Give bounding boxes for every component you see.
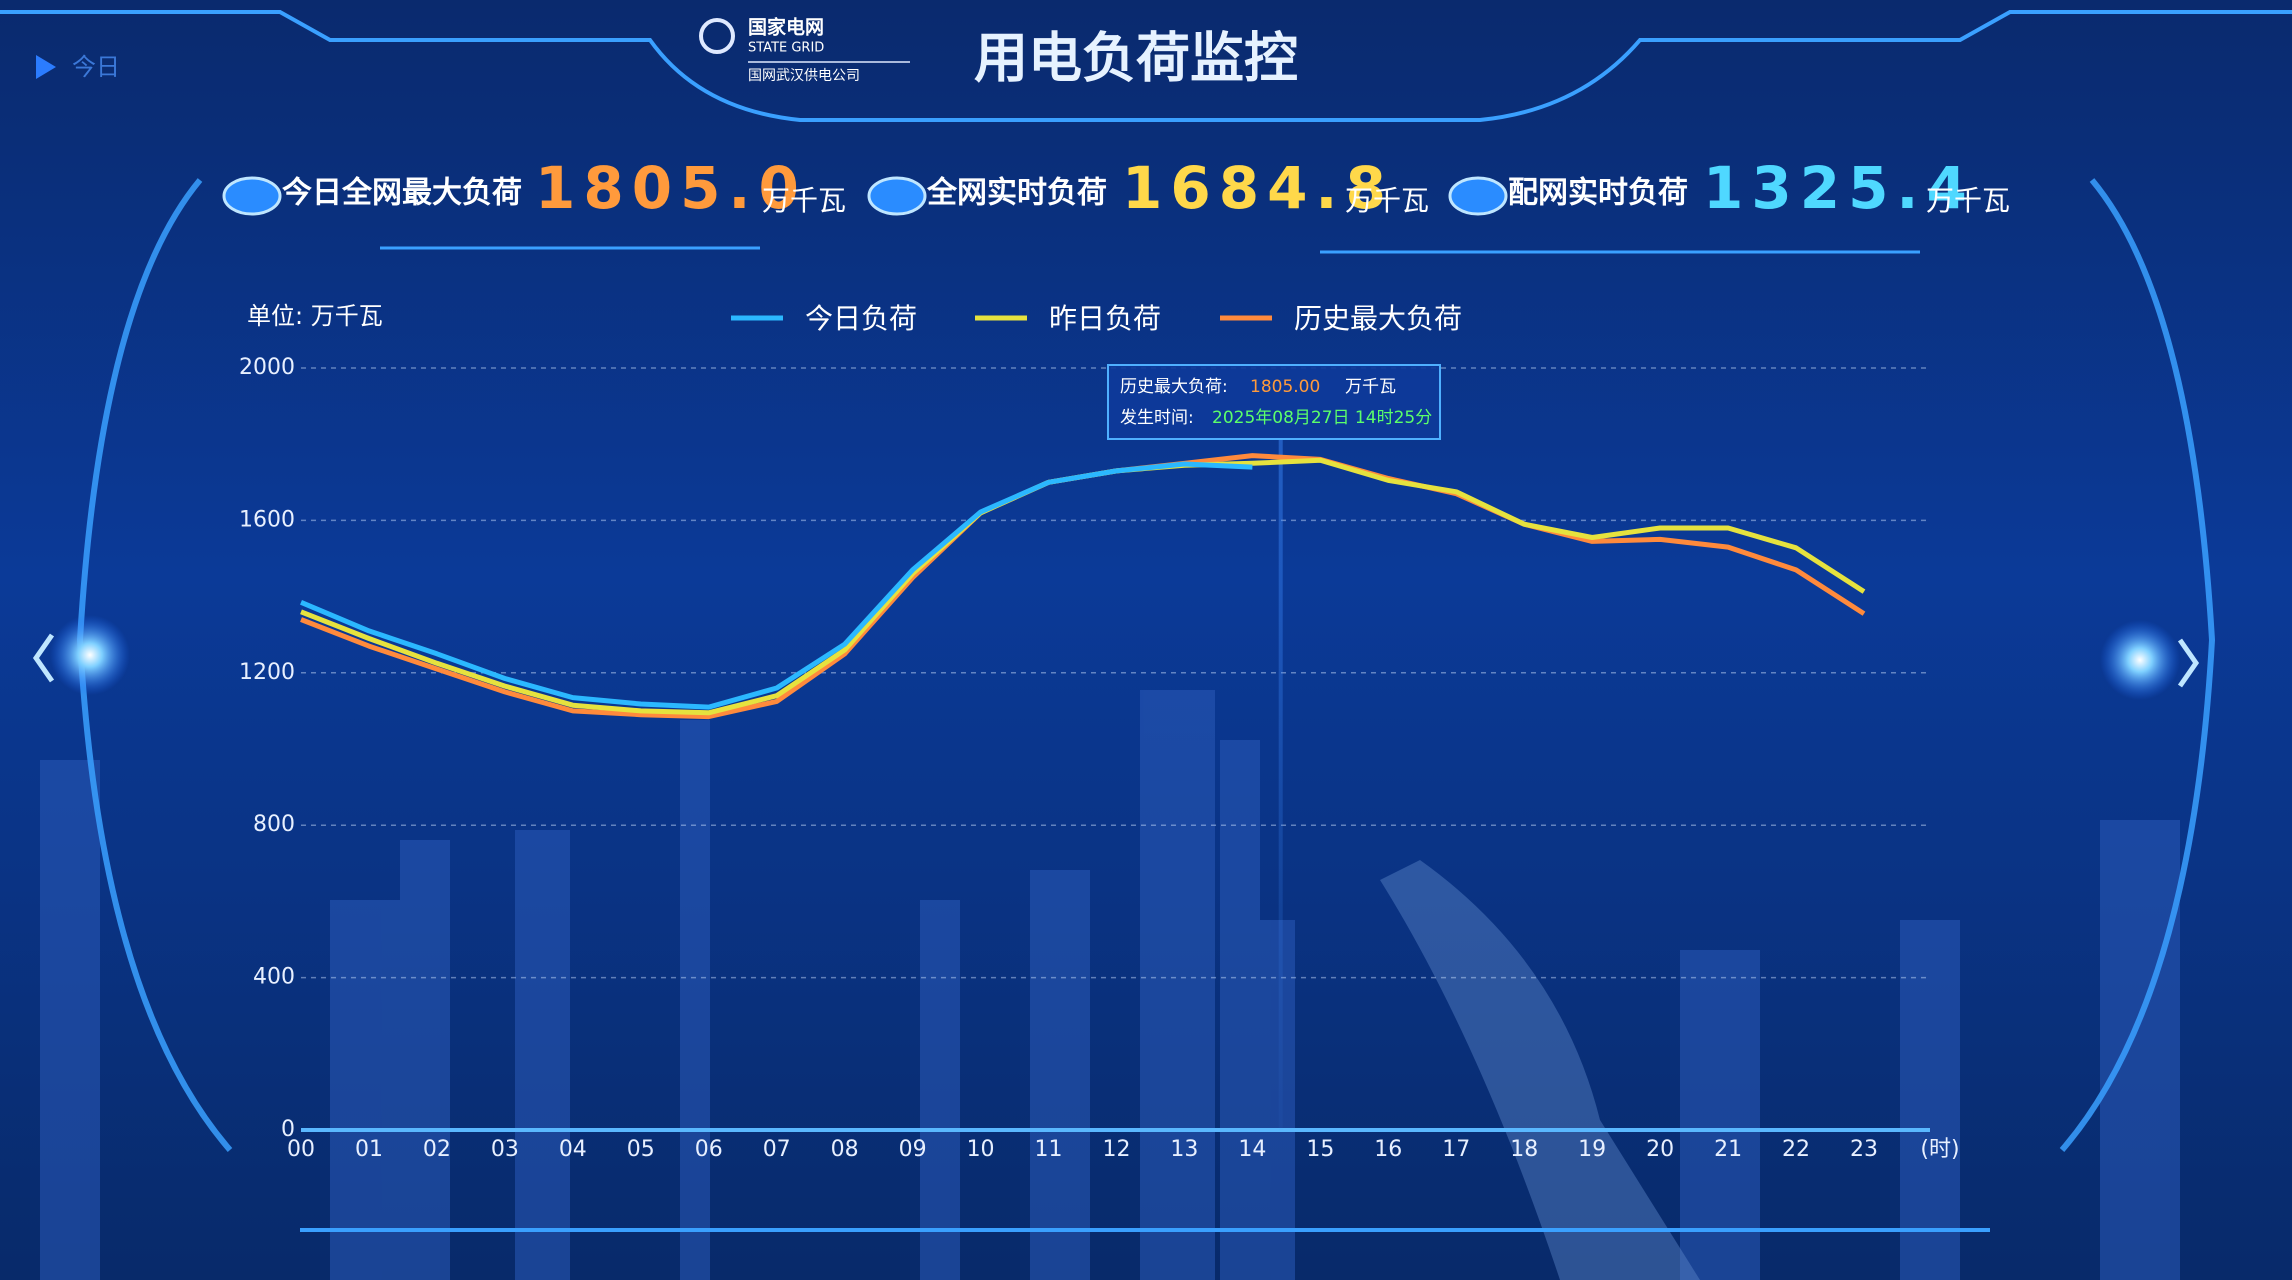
x-tick-label: 03	[491, 1137, 519, 1162]
x-tick-label: 21	[1714, 1137, 1742, 1162]
x-tick-label: 05	[627, 1137, 655, 1162]
tooltip-time: 2025年08月27日 14时25分	[1212, 408, 1432, 428]
x-tick-label: 14	[1238, 1137, 1266, 1162]
stat-unit: 万千瓦	[1926, 184, 2010, 217]
stat-value: 1805.0	[535, 154, 807, 222]
x-tick-label: 01	[355, 1137, 383, 1162]
x-tick-label: 09	[899, 1137, 927, 1162]
tooltip-time-label: 发生时间:	[1120, 408, 1194, 428]
tooltip-label: 历史最大负荷:	[1120, 377, 1228, 397]
stat-icon	[867, 176, 927, 216]
y-tick-label: 400	[253, 965, 295, 990]
logo-company: 国网武汉供电公司	[748, 68, 860, 84]
stat-label: 今日全网最大负荷	[282, 176, 522, 211]
plot: 单位: 万千瓦 0 400 800 1200 1600 2000 00 01 02 03 04 05 06…	[239, 302, 1960, 1162]
x-tick-label: 19	[1578, 1137, 1606, 1162]
city-silhouette	[40, 690, 2180, 1280]
x-tick-label: 07	[763, 1137, 791, 1162]
legend-label: 昨日负荷	[1049, 302, 1161, 335]
page-title: 用电负荷监控	[974, 27, 1298, 90]
unit-label: 单位: 万千瓦	[247, 302, 383, 330]
legend-label: 历史最大负荷	[1294, 302, 1462, 335]
next-arrow[interactable]	[2177, 638, 2200, 688]
logo-name-en: STATE GRID	[748, 41, 824, 56]
x-tick-label: 00	[287, 1137, 315, 1162]
stat-label: 全网实时负荷	[926, 176, 1107, 211]
hover-band	[1278, 440, 1283, 1130]
glow	[2100, 620, 2180, 700]
glow	[50, 615, 130, 695]
y-tick-label: 1600	[239, 507, 295, 532]
logo-name: 国家电网	[748, 16, 824, 39]
y-tick-label: 800	[253, 812, 295, 837]
stat-unit: 万千瓦	[1345, 184, 1429, 217]
tooltip-value: 1805.00	[1250, 377, 1320, 397]
stat-label: 配网实时负荷	[1508, 176, 1688, 211]
x-tick-label: 04	[559, 1137, 587, 1162]
x-axis-label: (时)	[1920, 1137, 1959, 1162]
x-tick-label: 11	[1035, 1137, 1063, 1162]
x-tick-label: 13	[1170, 1137, 1198, 1162]
stat-unit: 万千瓦	[762, 184, 846, 217]
x-tick-label: 20	[1646, 1137, 1674, 1162]
y-tick-label: 2000	[239, 355, 295, 380]
x-tick-label: 12	[1102, 1137, 1130, 1162]
sidebar-label: 今日	[72, 53, 120, 81]
stat-icon	[1448, 176, 1508, 216]
x-tick-label: 17	[1442, 1137, 1470, 1162]
x-tick-label: 22	[1782, 1137, 1810, 1162]
stat-value: 1684.8	[1122, 154, 1394, 222]
series-line	[300, 461, 1253, 710]
header-frame	[0, 10, 2292, 122]
prev-arrow[interactable]	[32, 633, 55, 683]
x-tick-label: 06	[695, 1137, 723, 1162]
y-tick-label: 0	[281, 1117, 295, 1142]
tooltip-unit: 万千瓦	[1345, 377, 1396, 397]
x-tick-label: 02	[423, 1137, 451, 1162]
river	[1380, 860, 1700, 1280]
x-tick-label: 23	[1850, 1137, 1878, 1162]
sidebar-icon	[36, 55, 56, 79]
x-tick-label: 10	[967, 1137, 995, 1162]
stat-icon	[222, 176, 282, 216]
stat-value: 1325.4	[1703, 154, 1975, 222]
tooltip-box	[1107, 364, 1441, 440]
x-tick-label: 18	[1510, 1137, 1538, 1162]
legend-label: 今日负荷	[805, 302, 917, 335]
y-tick-label: 1200	[239, 660, 295, 685]
x-tick-label: 08	[831, 1137, 859, 1162]
x-tick-label: 15	[1306, 1137, 1334, 1162]
x-tick-label: 16	[1374, 1137, 1402, 1162]
logo-icon	[699, 18, 735, 54]
